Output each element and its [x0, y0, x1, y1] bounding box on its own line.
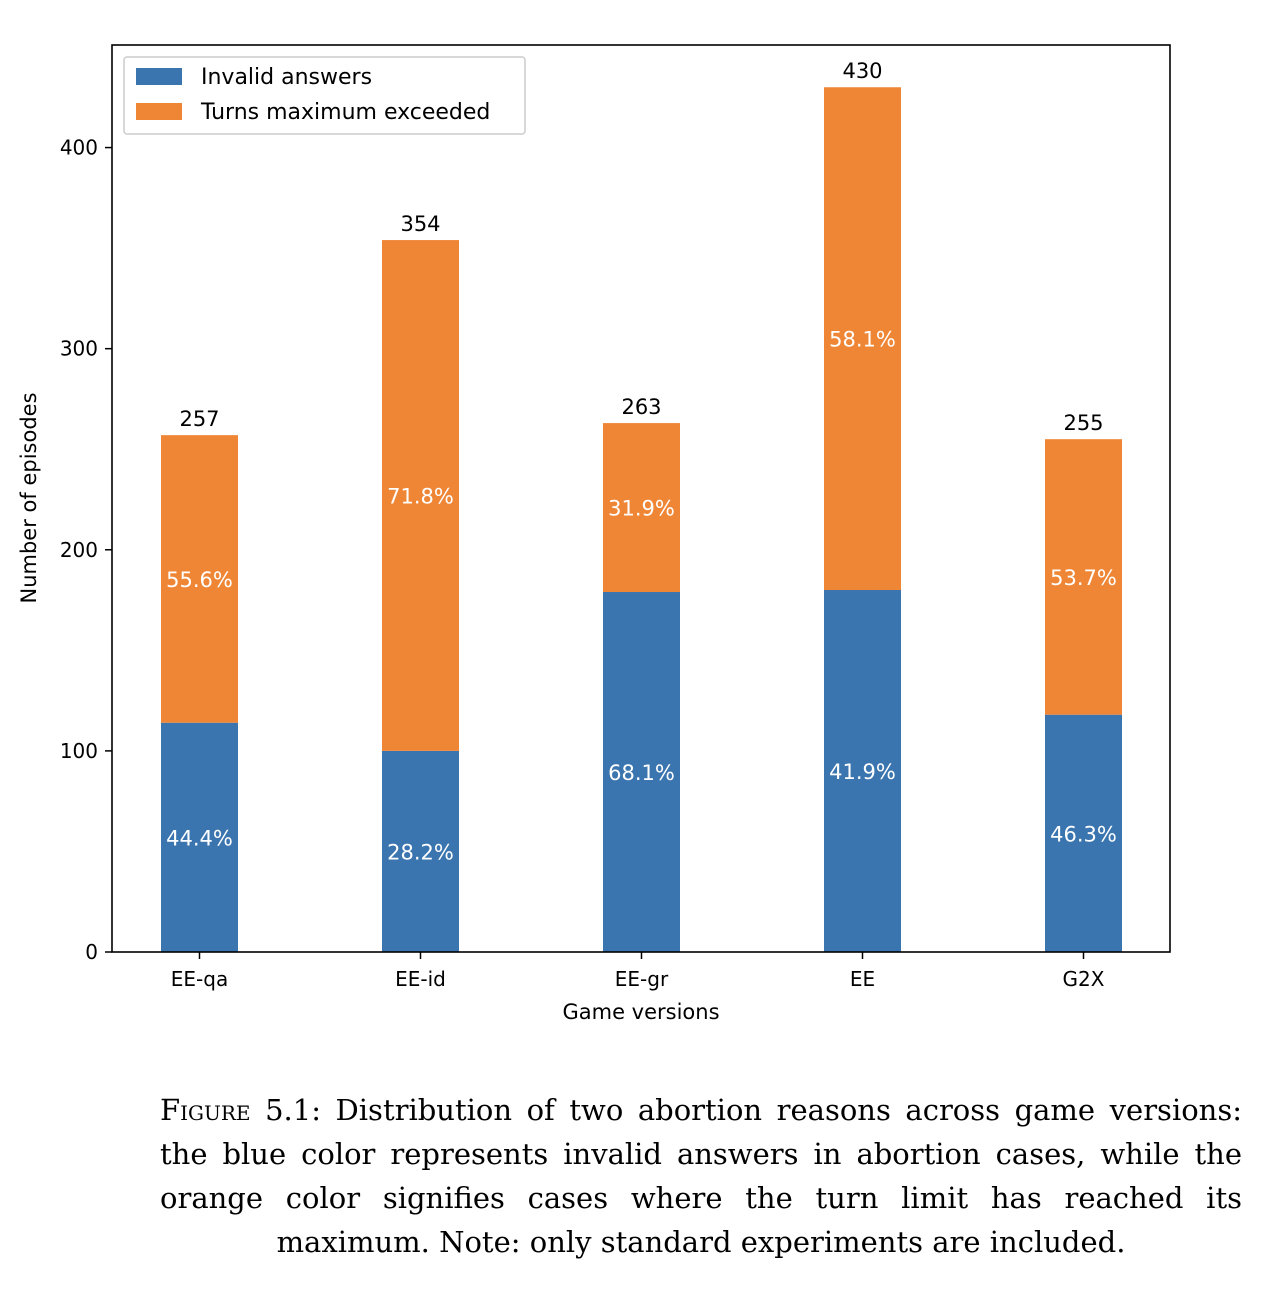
percent-label-invalid-g2x: 46.3%: [1050, 822, 1117, 846]
bar-invalid-g2x: [1045, 714, 1122, 952]
x-tick-label: EE-qa: [171, 967, 228, 991]
legend-box: [123, 56, 526, 135]
x-tick-label: EE: [850, 967, 875, 991]
x-tick-label: EE-id: [395, 967, 446, 991]
y-tick-label: 200: [60, 538, 98, 562]
bar-turns-ee-id: [382, 240, 459, 751]
percent-label-turns-ee: 58.1%: [829, 328, 896, 352]
y-axis-title: Number of episodes: [17, 392, 41, 603]
total-label-ee-gr: 263: [621, 395, 661, 419]
percent-label-invalid-ee-gr: 68.1%: [608, 761, 675, 785]
y-axis: 0 100 200 300 400: [60, 136, 112, 964]
y-tick-label: 100: [60, 739, 98, 763]
figure-label: Figure 5.1:: [160, 1093, 321, 1127]
legend-swatch-turns: [136, 103, 182, 120]
bar-turns-ee: [824, 87, 901, 591]
percent-label-turns-ee-gr: 31.9%: [608, 497, 675, 521]
y-tick-label: 0: [85, 940, 98, 964]
bar-turns-ee-qa: [161, 435, 238, 723]
caption-text: Distribution of two abortion reasons acr…: [160, 1093, 1243, 1259]
stacked-bar-chart: 44.4% 55.6% 257 28.2% 71.8% 354 68.1% 31.9% 263 4…: [17, 44, 1171, 1024]
bar-turns-g2x: [1045, 439, 1122, 715]
percent-label-turns-g2x: 53.7%: [1050, 566, 1117, 590]
total-label-ee-id: 354: [400, 212, 440, 236]
labels-layer: 44.4% 55.6% 257 28.2% 71.8% 354 68.1% 31.9% 263 4…: [166, 59, 1117, 864]
percent-label-invalid-ee-id: 28.2%: [387, 840, 454, 864]
total-label-g2x: 255: [1063, 411, 1103, 435]
legend-label-invalid: Invalid answers: [201, 65, 372, 90]
bar-invalid-ee-qa: [161, 722, 238, 952]
figure-caption: Figure 5.1: Distribution of two abortion…: [160, 1088, 1242, 1264]
total-label-ee: 430: [842, 59, 882, 83]
percent-label-turns-ee-id: 71.8%: [387, 484, 454, 508]
total-label-ee-qa: 257: [179, 407, 219, 431]
percent-label-turns-ee-qa: 55.6%: [166, 568, 233, 592]
percent-label-invalid-ee: 41.9%: [829, 760, 896, 784]
x-tick-label: EE-gr: [615, 967, 669, 991]
bar-invalid-ee: [824, 590, 901, 952]
bars-layer: [161, 87, 1122, 952]
legend-label-turns: Turns maximum exceeded: [200, 100, 490, 125]
bar-invalid-ee-gr: [603, 592, 680, 952]
percent-label-invalid-ee-qa: 44.4%: [166, 826, 233, 850]
y-tick-label: 300: [60, 337, 98, 361]
x-tick-label: G2X: [1063, 967, 1105, 991]
x-axis: EE-qa EE-id EE-gr EE G2X: [171, 952, 1105, 991]
y-tick-label: 400: [60, 136, 98, 160]
bar-invalid-ee-id: [382, 750, 459, 952]
legend-swatch-invalid: [136, 68, 182, 85]
legend: Invalid answers Turns maximum exceeded: [123, 56, 526, 135]
x-axis-title: Game versions: [562, 1000, 719, 1024]
bar-turns-ee-gr: [603, 423, 680, 593]
